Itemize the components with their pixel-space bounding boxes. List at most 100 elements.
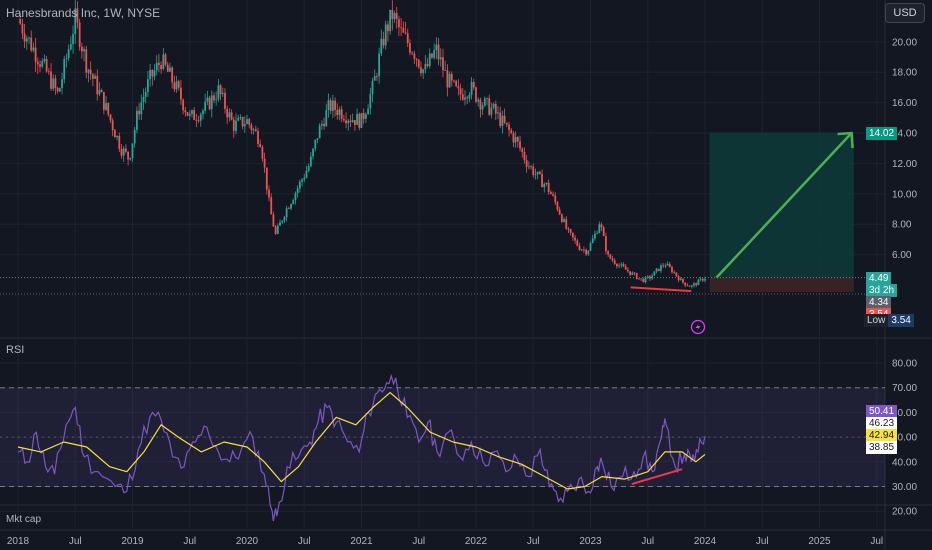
target-arrow-head [837, 131, 854, 149]
candle-body [69, 44, 72, 50]
x-tick-label: 2022 [465, 536, 488, 547]
candle-body [618, 265, 621, 267]
candle-body [195, 119, 198, 121]
x-tick-label: 2020 [236, 536, 259, 547]
candle-body [393, 13, 396, 19]
candle-body [616, 263, 618, 267]
candle-body [468, 94, 471, 99]
candle-body [431, 53, 433, 58]
candle-body [298, 181, 301, 189]
candle-body [649, 276, 651, 279]
rsi-tick-label: 80.00 [892, 359, 917, 370]
candle-body [87, 69, 90, 73]
candle-body [653, 271, 656, 276]
candle-body [85, 49, 88, 73]
candle-body [39, 64, 41, 67]
candle-body [248, 119, 251, 125]
low-label: Low 3.54 [864, 314, 914, 327]
candle-body [191, 110, 193, 114]
candle-body [552, 194, 554, 196]
candle-body [519, 141, 521, 149]
candle-body [402, 27, 405, 33]
candle-body [199, 114, 202, 121]
candle-body [589, 243, 592, 251]
candle-body [660, 265, 662, 271]
candle-body [521, 148, 524, 153]
currency-button[interactable]: USD [885, 3, 925, 23]
candle-body [594, 233, 596, 239]
x-tick-label: Jul [527, 536, 540, 547]
candle-body [320, 123, 323, 126]
candle-body [490, 107, 493, 115]
candle-body [285, 208, 288, 218]
candle-body [569, 229, 572, 233]
candle-body [219, 85, 222, 95]
y-tick-label: 10.00 [892, 189, 917, 200]
candle-body [633, 272, 636, 274]
x-tick-label: Jul [298, 536, 311, 547]
candle-body [398, 19, 400, 28]
candle-body [695, 283, 698, 286]
candle-body [622, 264, 625, 267]
candle-body [356, 113, 358, 125]
candle-body [162, 54, 165, 70]
lightning-icon-ring [690, 319, 706, 335]
candle-body [450, 73, 453, 81]
candle-body [276, 225, 279, 234]
candle-body [532, 166, 535, 176]
candle-body [342, 118, 345, 121]
candle-body [400, 27, 403, 28]
candle-body [235, 120, 237, 131]
candle-body [166, 64, 169, 72]
candle-body [371, 80, 374, 95]
candle-body [272, 214, 275, 227]
lightning-icon [690, 319, 706, 335]
candle-body [417, 59, 420, 68]
candle-body [367, 108, 370, 115]
candle-body [571, 232, 574, 238]
candle-body [78, 22, 81, 47]
candle-body [54, 78, 57, 88]
candle-body [629, 271, 632, 275]
candle-body [362, 113, 365, 119]
candle-body [380, 38, 383, 54]
candle-body [347, 120, 350, 124]
candle-body [188, 113, 191, 116]
lightning-icon-bolt [695, 322, 701, 332]
candle-body [113, 130, 116, 138]
candle-body [413, 53, 416, 59]
candle-body [477, 99, 480, 102]
candle-body [91, 74, 94, 79]
candle-body [50, 71, 52, 89]
candle-body [523, 152, 526, 161]
candle-body [668, 263, 671, 268]
candle-body [497, 112, 499, 114]
rsi-tick-label: 40.00 [892, 457, 917, 468]
candle-body [512, 133, 515, 143]
candle-body [307, 166, 310, 171]
candle-body [673, 272, 676, 274]
candle-body [294, 192, 297, 201]
candle-body [325, 109, 328, 127]
candle-body [151, 69, 154, 77]
symbol-title: Hanesbrands Inc, 1W, NYSE [6, 6, 161, 20]
candle-body [488, 98, 491, 115]
candle-body [76, 8, 79, 23]
candle-body [479, 99, 482, 110]
candle-body [56, 87, 59, 92]
candle-body [602, 227, 605, 237]
candle-body [365, 114, 367, 119]
candle-body [140, 102, 143, 115]
candle-body [442, 57, 444, 71]
candle-body [499, 112, 502, 126]
candle-body [611, 258, 614, 261]
candle-body [534, 174, 537, 176]
candle-body [697, 279, 700, 286]
candle-body [699, 278, 702, 280]
candle-body [182, 99, 185, 111]
candle-body [351, 120, 354, 123]
candle-body [591, 238, 594, 244]
candle-body [221, 92, 224, 95]
candle-body [120, 149, 123, 156]
